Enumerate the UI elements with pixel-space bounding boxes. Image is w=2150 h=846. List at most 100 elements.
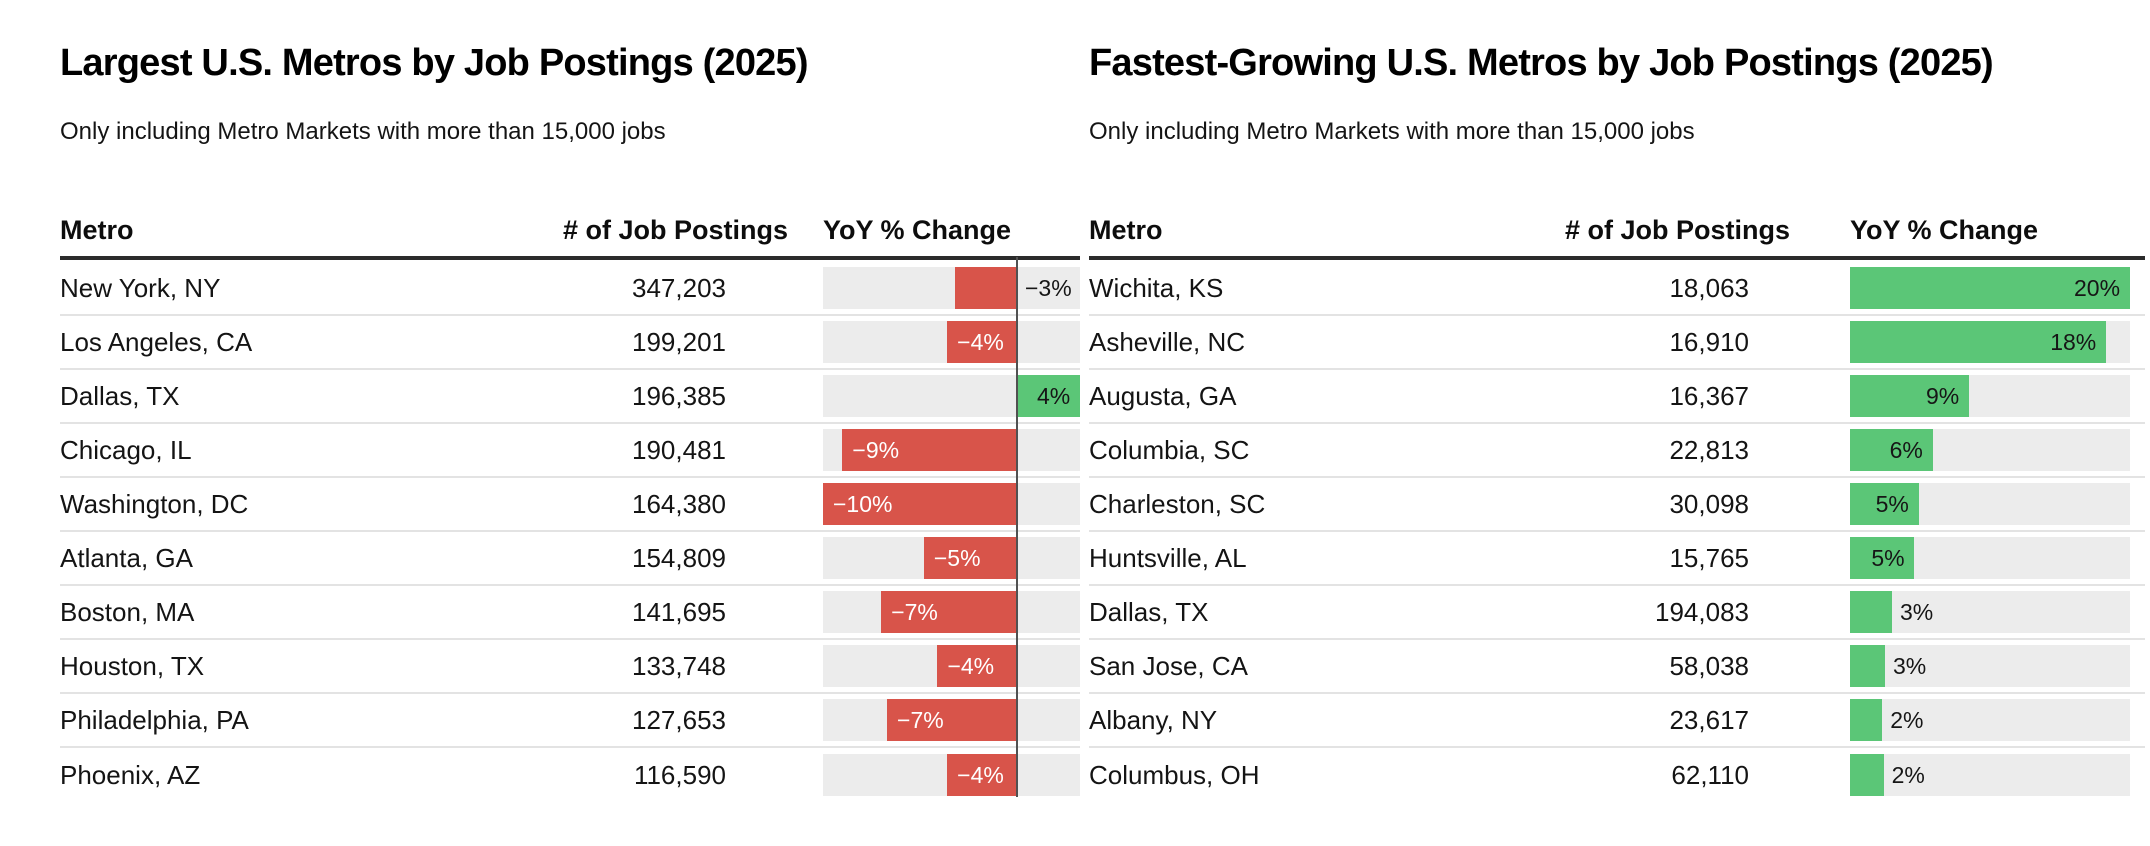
postings-cell: 23,617	[1669, 704, 1749, 735]
table-row: Philadelphia, PA 127,653 −7%	[60, 694, 1080, 748]
metro-cell: Columbus, OH	[1089, 759, 1260, 790]
change-bar-label: 18%	[2050, 329, 2097, 355]
change-bar-label: 20%	[2074, 275, 2121, 301]
change-bar	[823, 483, 1017, 525]
bar-track	[1850, 699, 2130, 741]
table-row: Boston, MA 141,695 −7%	[60, 586, 1080, 640]
metro-cell: Albany, NY	[1089, 704, 1218, 735]
change-bar-label: 5%	[1871, 545, 1905, 571]
metro-cell: Wichita, KS	[1089, 272, 1224, 303]
table-subtitle: Only including Metro Markets with more t…	[1089, 118, 1695, 145]
table-subtitle: Only including Metro Markets with more t…	[60, 118, 666, 145]
table-row: New York, NY 347,203 −3%	[60, 262, 1080, 316]
change-bar-label: −3%	[1025, 275, 1072, 301]
yoy-change-cell: 2%	[1850, 754, 2145, 796]
postings-cell: 164,380	[632, 488, 726, 519]
postings-cell: 196,385	[632, 380, 726, 411]
postings-cell: 141,695	[632, 596, 726, 627]
yoy-change-cell: 6%	[1850, 429, 2145, 471]
yoy-change-cell: 3%	[1850, 645, 2145, 687]
yoy-change-cell: 4%	[823, 375, 1080, 417]
yoy-change-cell: −3%	[823, 267, 1080, 309]
change-bar-label: 2%	[1891, 762, 1925, 788]
change-bar	[1850, 483, 1919, 525]
postings-cell: 16,910	[1669, 326, 1749, 357]
change-bar-label: 3%	[1900, 599, 1934, 625]
table-row: Columbus, OH 62,110 2%	[1089, 748, 2145, 802]
change-bar	[1850, 591, 1892, 633]
table-row: San Jose, CA 58,038 3%	[1089, 640, 2145, 694]
table-row: Charleston, SC 30,098 5%	[1089, 478, 2145, 532]
change-bar-label: −7%	[891, 599, 938, 625]
yoy-change-cell: 5%	[1850, 537, 2145, 579]
table-row: Washington, DC 164,380 −10%	[60, 478, 1080, 532]
metro-cell: Dallas, TX	[1089, 596, 1209, 627]
metro-cell: San Jose, CA	[1089, 650, 1248, 681]
postings-cell: 127,653	[632, 704, 726, 735]
bar-track	[1850, 591, 2130, 633]
change-bar	[947, 754, 1017, 796]
change-bar	[1017, 375, 1080, 417]
postings-cell: 133,748	[632, 650, 726, 681]
header-rule	[1089, 256, 2145, 260]
change-bar	[947, 321, 1017, 363]
yoy-change-cell: −7%	[823, 591, 1080, 633]
change-bar	[923, 537, 1017, 579]
header-rule	[60, 256, 1080, 260]
column-header-metro: Metro	[60, 215, 134, 245]
metro-cell: Phoenix, AZ	[60, 759, 201, 790]
yoy-change-cell: −4%	[823, 754, 1080, 796]
yoy-change-cell: 5%	[1850, 483, 2145, 525]
postings-cell: 18,063	[1669, 272, 1749, 303]
column-header-metro: Metro	[1089, 215, 1163, 245]
change-bar-label: 5%	[1875, 491, 1909, 517]
change-bar	[1850, 429, 1933, 471]
column-header-yoy-change: YoY % Change	[1850, 215, 2039, 245]
table-title: Largest U.S. Metros by Job Postings (202…	[60, 42, 809, 84]
metro-cell: Dallas, TX	[60, 380, 180, 411]
change-bar	[1850, 754, 1884, 796]
yoy-change-cell: 2%	[1850, 699, 2145, 741]
change-bar	[887, 699, 1017, 741]
table-row: Chicago, IL 190,481 −9%	[60, 424, 1080, 478]
zero-axis-line	[1016, 257, 1018, 797]
change-bar-label: −10%	[833, 491, 893, 517]
change-bar	[881, 591, 1017, 633]
table-row: Houston, TX 133,748 −4%	[60, 640, 1080, 694]
table-body: Wichita, KS 18,063 20% Asheville, NC 16,…	[1089, 262, 2145, 802]
yoy-change-cell: 3%	[1850, 591, 2145, 633]
change-bar-label: 3%	[1893, 653, 1927, 679]
change-bar	[954, 267, 1017, 309]
postings-cell: 58,038	[1669, 650, 1749, 681]
table-row: Los Angeles, CA 199,201 −4%	[60, 316, 1080, 370]
yoy-change-cell: −4%	[823, 645, 1080, 687]
bar-track	[1850, 754, 2130, 796]
metro-cell: Augusta, GA	[1089, 380, 1237, 411]
bar-track	[823, 267, 1080, 309]
table-row: Albany, NY 23,617 2%	[1089, 694, 2145, 748]
yoy-change-cell: 18%	[1850, 321, 2145, 363]
postings-cell: 30,098	[1669, 488, 1749, 519]
postings-cell: 116,590	[633, 759, 726, 790]
change-bar-label: −4%	[957, 762, 1004, 788]
metro-cell: Washington, DC	[60, 488, 249, 519]
change-bar-label: 4%	[1037, 383, 1071, 409]
table-row: Dallas, TX 196,385 4%	[60, 370, 1080, 424]
metro-cell: Chicago, IL	[60, 434, 192, 465]
bar-track	[1850, 645, 2130, 687]
yoy-change-cell: 9%	[1850, 375, 2145, 417]
yoy-change-cell: −10%	[823, 483, 1080, 525]
table-row: Huntsville, AL 15,765 5%	[1089, 532, 2145, 586]
change-bar-label: −4%	[947, 653, 995, 679]
metro-cell: Huntsville, AL	[1089, 542, 1247, 573]
change-bar-label: 9%	[1926, 383, 1960, 409]
table-title: Fastest-Growing U.S. Metros by Job Posti…	[1089, 42, 1994, 84]
table-row: Phoenix, AZ 116,590 −4%	[60, 748, 1080, 802]
column-header-postings: # of Job Postings	[1564, 215, 1790, 245]
postings-cell: 154,809	[632, 542, 726, 573]
yoy-change-cell: −5%	[823, 537, 1080, 579]
change-bar	[1850, 375, 1969, 417]
table-row: Augusta, GA 16,367 9%	[1089, 370, 2145, 424]
yoy-change-cell: −4%	[823, 321, 1080, 363]
postings-cell: 15,765	[1669, 542, 1749, 573]
